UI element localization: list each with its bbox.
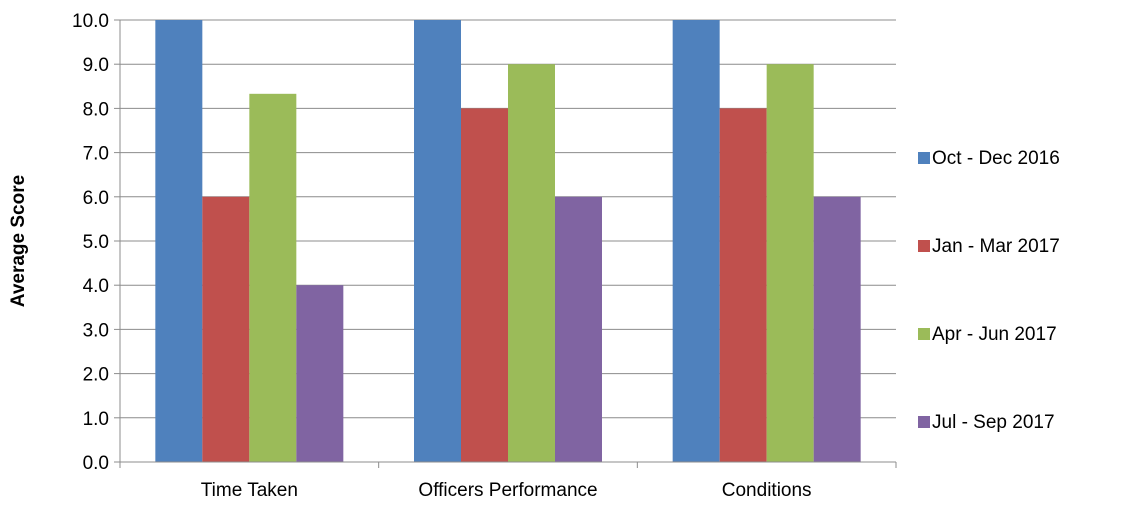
y-tick-label: 2.0 [83,365,109,386]
y-tick-label: 10.0 [72,11,109,32]
x-category-label: Conditions [722,480,812,501]
bars [155,20,861,463]
bar [813,196,861,463]
bar [555,196,602,463]
legend-entry: Jan - Mar 2017 [932,236,1060,257]
bar [296,285,344,462]
bar [155,20,203,462]
x-category-label: Officers Performance [418,480,597,501]
y-tick-label: 5.0 [83,232,109,253]
legend-entry: Jul - Sep 2017 [932,412,1055,433]
bar [672,20,720,462]
y-axis-label: Average Score [8,175,29,307]
legend-swatch [918,328,930,340]
y-tick-labels: 0.0 1.0 2.0 3.0 4.0 5.0 6.0 7.0 8.0 9.0 10.0 [72,11,109,474]
y-tick-label: 6.0 [83,188,109,209]
y-tick-label: 3.0 [83,320,109,341]
legend-entry: Oct - Dec 2016 [932,148,1060,169]
y-tick-label: 1.0 [83,409,109,430]
bar [249,93,297,463]
x-category-label: Time Taken [201,480,298,501]
legend-swatch [918,152,930,164]
bar [508,64,555,462]
y-tick-label: 4.0 [83,276,109,297]
axes [114,19,897,468]
legend: Oct - Dec 2016 Jan - Mar 2017 Apr - Jun 20… [918,148,1060,433]
y-tick-label: 7.0 [83,144,109,165]
legend-entry: Apr - Jun 2017 [932,324,1057,345]
bar [461,108,508,463]
legend-swatch [918,240,930,252]
bar [719,108,767,463]
bar [414,20,461,462]
bar [766,64,814,462]
y-tick-label: 9.0 [83,55,109,76]
bar [202,196,250,463]
y-tick-label: 8.0 [83,99,109,120]
x-category-labels: Time Taken Officers Performance Conditions [201,480,812,501]
legend-swatch [918,416,930,428]
y-tick-label: 0.0 [83,453,109,474]
